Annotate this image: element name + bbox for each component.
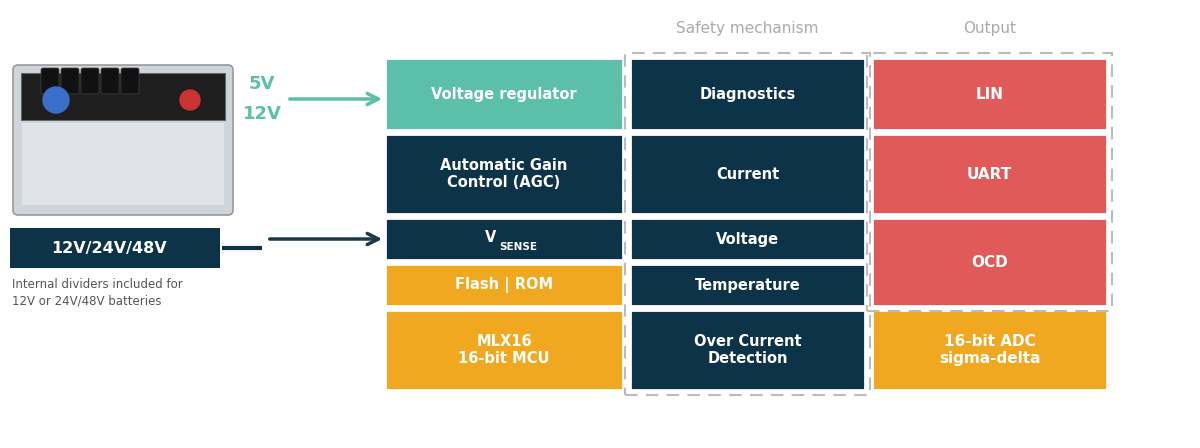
FancyBboxPatch shape bbox=[22, 73, 226, 120]
FancyBboxPatch shape bbox=[82, 68, 100, 94]
Text: 5V: 5V bbox=[248, 75, 275, 93]
Bar bbox=[625, 53, 870, 395]
Text: Flash | ROM: Flash | ROM bbox=[455, 277, 553, 293]
Bar bbox=[866, 53, 1112, 311]
Text: Voltage: Voltage bbox=[716, 232, 779, 246]
Text: Internal dividers included for
12V or 24V/48V batteries: Internal dividers included for 12V or 24… bbox=[12, 278, 182, 308]
Text: Current: Current bbox=[716, 167, 779, 181]
FancyBboxPatch shape bbox=[101, 68, 119, 94]
FancyBboxPatch shape bbox=[385, 58, 623, 130]
FancyBboxPatch shape bbox=[385, 264, 623, 306]
FancyBboxPatch shape bbox=[385, 310, 623, 390]
FancyBboxPatch shape bbox=[872, 134, 1108, 214]
FancyBboxPatch shape bbox=[13, 65, 233, 215]
Text: Voltage regulator: Voltage regulator bbox=[431, 86, 577, 102]
FancyBboxPatch shape bbox=[41, 68, 59, 94]
FancyBboxPatch shape bbox=[630, 310, 865, 390]
Text: OCD: OCD bbox=[971, 254, 1008, 270]
Text: 12V: 12V bbox=[242, 105, 282, 123]
Text: Over Current
Detection: Over Current Detection bbox=[694, 334, 802, 366]
Text: Output: Output bbox=[964, 21, 1016, 35]
FancyBboxPatch shape bbox=[872, 218, 1108, 306]
Text: Safety mechanism: Safety mechanism bbox=[677, 21, 818, 35]
Text: 16-bit ADC
sigma-delta: 16-bit ADC sigma-delta bbox=[938, 334, 1040, 366]
FancyBboxPatch shape bbox=[22, 123, 224, 205]
Text: V: V bbox=[485, 229, 496, 245]
FancyBboxPatch shape bbox=[872, 58, 1108, 130]
FancyBboxPatch shape bbox=[385, 218, 623, 260]
Text: Automatic Gain
Control (AGC): Automatic Gain Control (AGC) bbox=[440, 158, 568, 190]
Text: MLX16
16-bit MCU: MLX16 16-bit MCU bbox=[458, 334, 550, 366]
FancyBboxPatch shape bbox=[385, 134, 623, 214]
FancyBboxPatch shape bbox=[10, 228, 220, 268]
FancyBboxPatch shape bbox=[121, 68, 139, 94]
FancyBboxPatch shape bbox=[872, 310, 1108, 390]
Text: SENSE: SENSE bbox=[499, 242, 538, 252]
Text: LIN: LIN bbox=[976, 86, 1003, 102]
FancyBboxPatch shape bbox=[630, 218, 865, 260]
Text: Temperature: Temperature bbox=[695, 277, 800, 293]
Text: Diagnostics: Diagnostics bbox=[700, 86, 796, 102]
Circle shape bbox=[43, 87, 70, 113]
Circle shape bbox=[180, 90, 200, 110]
FancyBboxPatch shape bbox=[630, 264, 865, 306]
Text: UART: UART bbox=[967, 167, 1012, 181]
FancyBboxPatch shape bbox=[630, 58, 865, 130]
FancyBboxPatch shape bbox=[630, 134, 865, 214]
FancyBboxPatch shape bbox=[61, 68, 79, 94]
Text: 12V/24V/48V: 12V/24V/48V bbox=[50, 241, 167, 255]
